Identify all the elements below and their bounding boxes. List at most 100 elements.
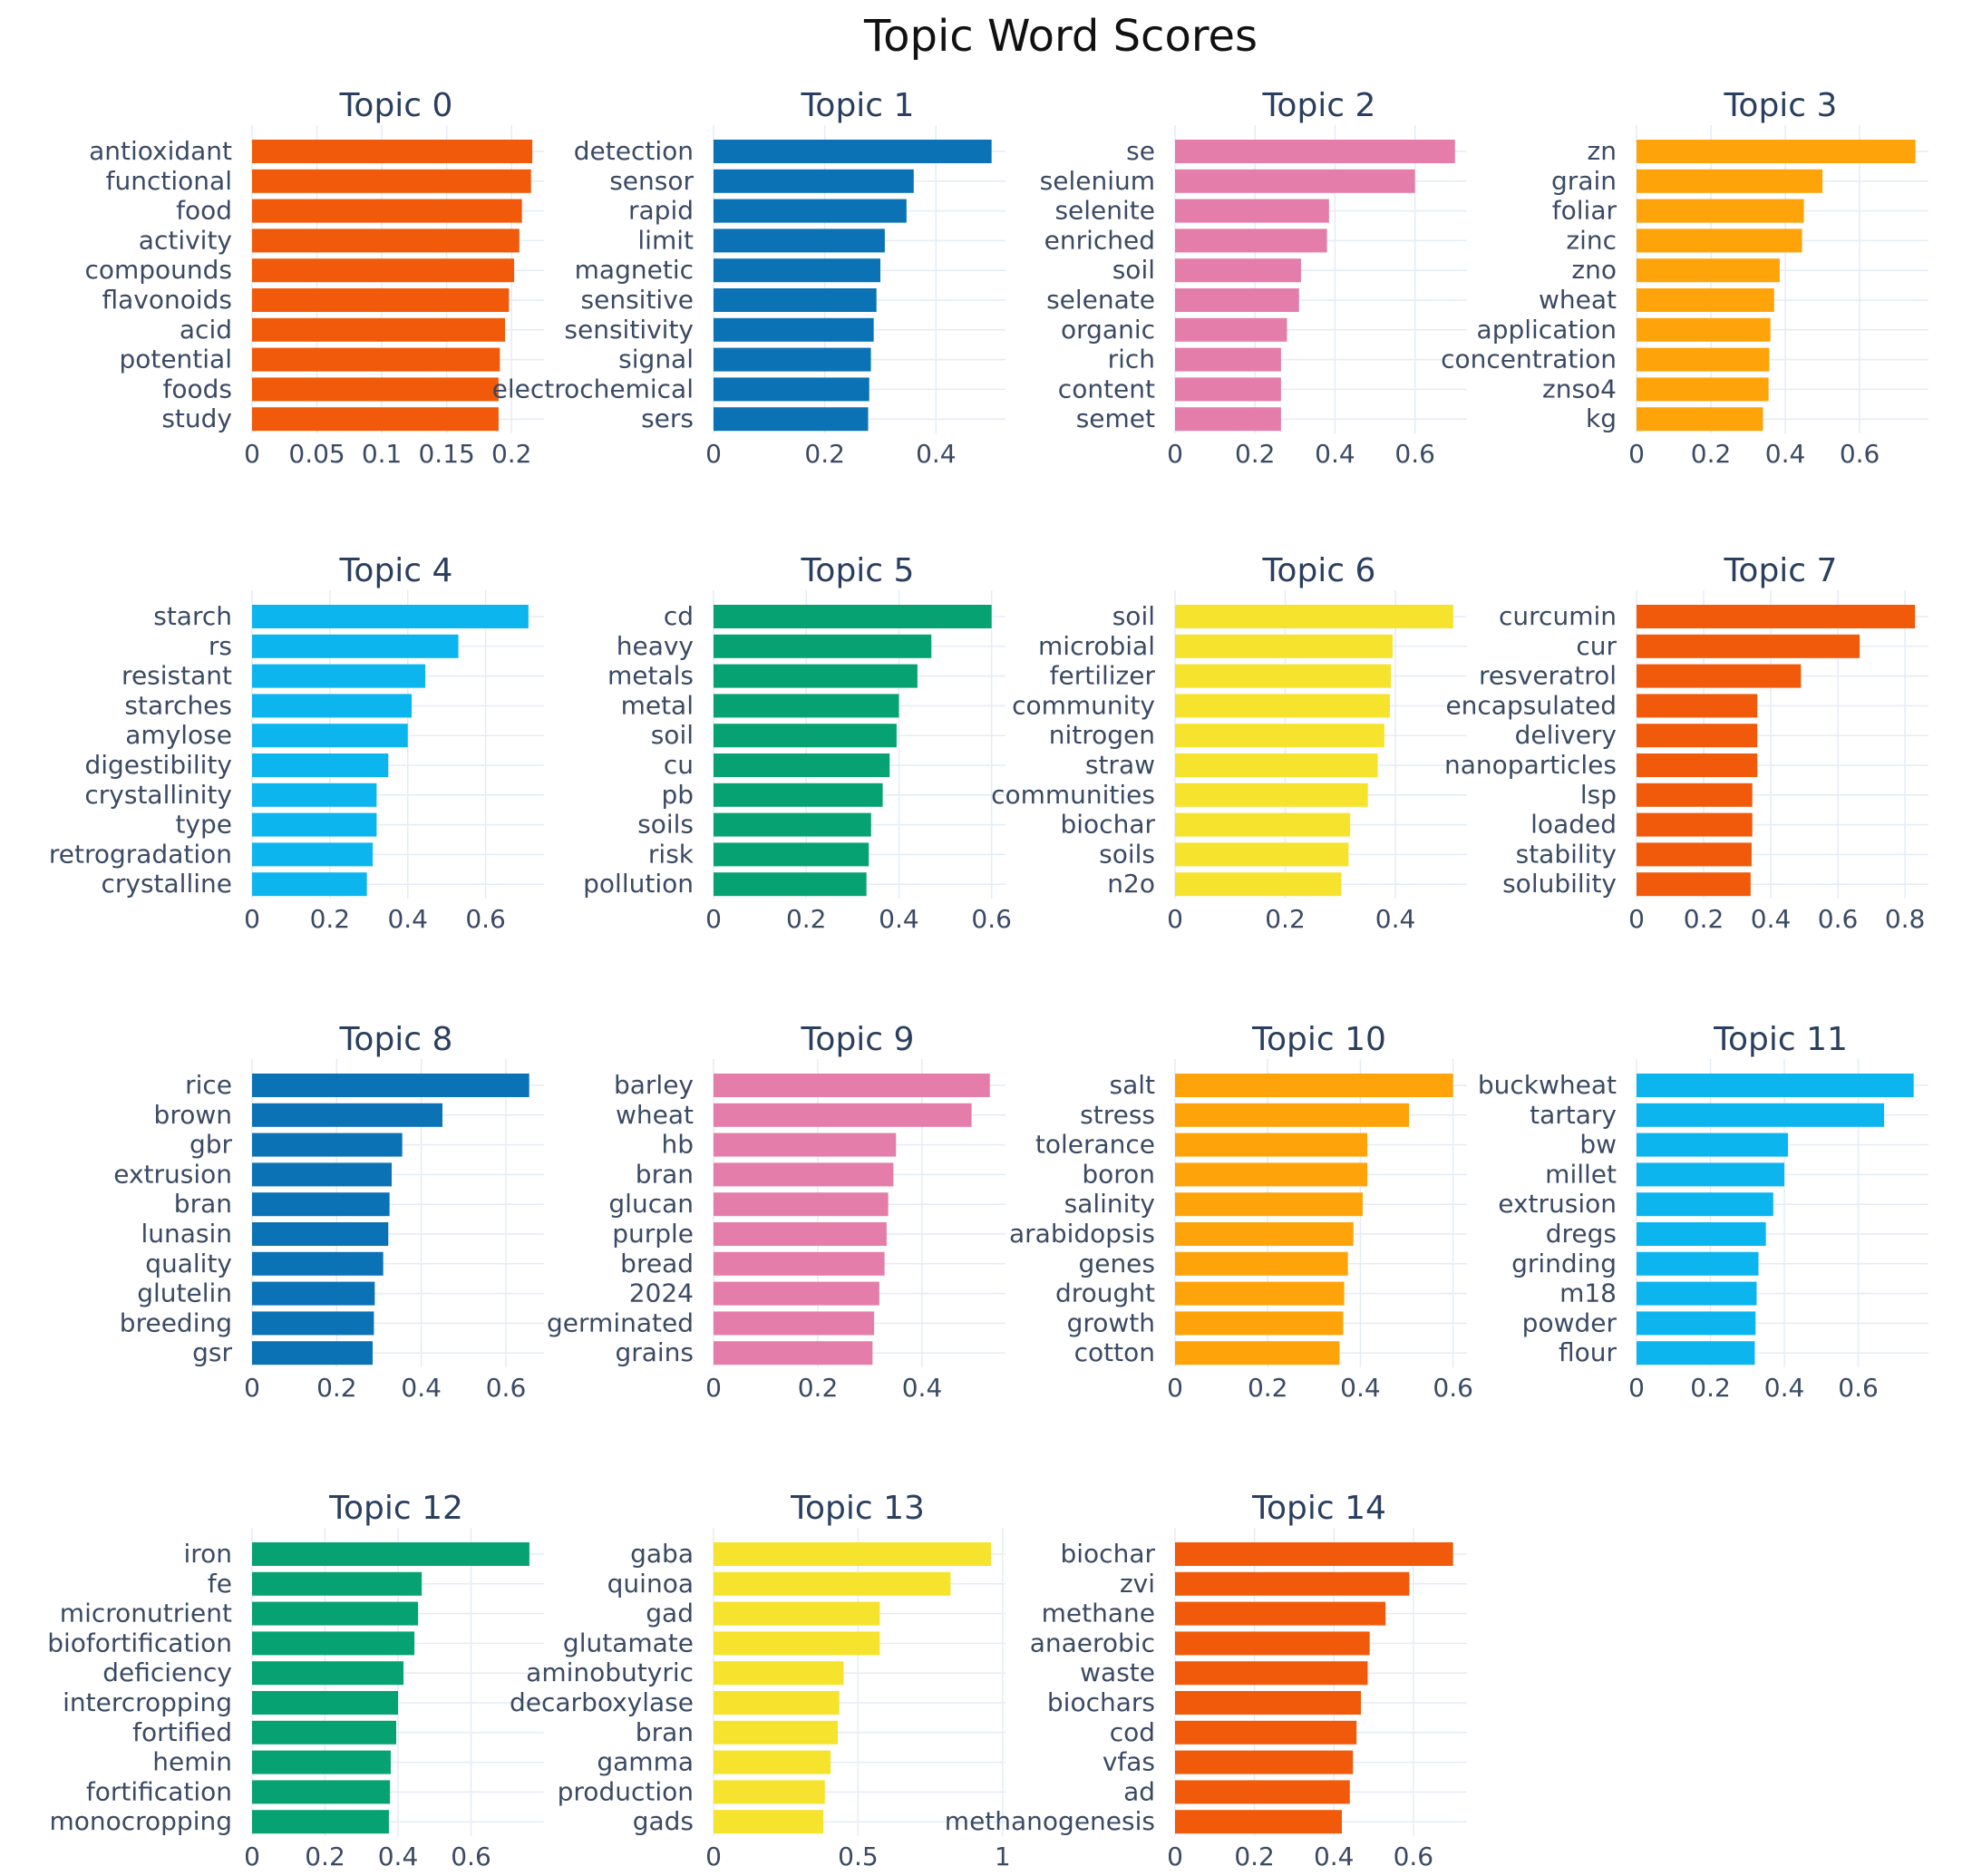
category-label: dregs bbox=[1546, 1219, 1617, 1249]
x-tick-label: 0.2 bbox=[310, 904, 351, 934]
bar bbox=[714, 753, 890, 777]
category-label: gad bbox=[646, 1599, 694, 1628]
bar bbox=[714, 317, 874, 342]
bar bbox=[1637, 347, 1770, 372]
category-label: gsr bbox=[192, 1337, 232, 1367]
topic-panel: Topic 0 0 0.05 0.1 0.15 0.2 antioxidantfunctio… bbox=[84, 87, 544, 469]
topic-panel: Topic 5 0 0.2 0.4 0.6 cdheavymetalsmetalsoilc… bbox=[583, 552, 1012, 934]
bar bbox=[1175, 317, 1287, 342]
bar bbox=[1637, 407, 1763, 432]
bar bbox=[1175, 1661, 1368, 1686]
bar bbox=[1175, 1750, 1354, 1774]
category-label: bran bbox=[636, 1159, 694, 1189]
bar bbox=[252, 812, 377, 837]
category-label: gaba bbox=[630, 1539, 694, 1569]
category-label: magnetic bbox=[575, 255, 694, 285]
category-label: acid bbox=[180, 315, 232, 345]
x-tick-label: 0.4 bbox=[1315, 439, 1355, 469]
bar bbox=[1175, 1691, 1362, 1715]
bar bbox=[1637, 782, 1753, 807]
bar bbox=[1175, 347, 1281, 372]
category-label: community bbox=[1012, 690, 1155, 720]
bar bbox=[1637, 724, 1758, 748]
x-tick-label: 0.05 bbox=[288, 439, 345, 469]
bar bbox=[1175, 1132, 1368, 1157]
category-label: zno bbox=[1571, 255, 1617, 285]
topic-panel: Topic 9 0 0.2 0.4 barleywheathbbranglucanpur… bbox=[547, 1021, 1005, 1403]
category-label: glutelin bbox=[137, 1278, 232, 1308]
bar bbox=[252, 1103, 442, 1127]
x-tick-label: 0 bbox=[705, 439, 722, 469]
figure-title: Topic Word Scores bbox=[863, 11, 1258, 62]
category-label: antioxidant bbox=[89, 136, 232, 166]
category-label: pollution bbox=[583, 869, 694, 899]
bar bbox=[252, 1542, 529, 1566]
bar bbox=[714, 1281, 879, 1306]
bar bbox=[1175, 169, 1415, 193]
category-label: waste bbox=[1080, 1657, 1155, 1687]
bar bbox=[714, 199, 907, 223]
category-label: n2o bbox=[1107, 869, 1155, 899]
category-label: tartary bbox=[1530, 1100, 1617, 1130]
bar bbox=[714, 1542, 992, 1566]
bar bbox=[1637, 842, 1752, 867]
x-tick-label: 0.2 bbox=[316, 1373, 357, 1403]
panel-title: Topic 14 bbox=[1251, 1490, 1386, 1527]
bar bbox=[1175, 1281, 1345, 1306]
category-label: signal bbox=[618, 345, 694, 374]
bar bbox=[714, 1074, 990, 1097]
category-label: intercropping bbox=[63, 1687, 232, 1717]
category-label: cur bbox=[1576, 631, 1617, 661]
bar bbox=[252, 407, 499, 432]
category-label: vfas bbox=[1103, 1747, 1155, 1777]
bar bbox=[1175, 634, 1393, 658]
bar bbox=[252, 724, 408, 748]
bar bbox=[1637, 140, 1916, 163]
category-label: cotton bbox=[1074, 1337, 1155, 1367]
category-label: gamma bbox=[597, 1747, 694, 1777]
subplot-grid: Topic 0 0 0.05 0.1 0.15 0.2 antioxidantfunctio… bbox=[47, 87, 1928, 1871]
category-label: soil bbox=[1112, 255, 1155, 285]
bar bbox=[1175, 1720, 1357, 1745]
bar bbox=[252, 1281, 375, 1306]
bar bbox=[252, 1162, 392, 1187]
x-tick-label: 0 bbox=[244, 904, 260, 934]
category-label: flavonoids bbox=[102, 285, 232, 315]
x-tick-label: 0.6 bbox=[1394, 439, 1435, 469]
category-label: brown bbox=[154, 1100, 232, 1130]
category-label: millet bbox=[1545, 1159, 1617, 1189]
bar bbox=[714, 842, 869, 867]
category-label: communities bbox=[991, 780, 1155, 810]
x-tick-label: 0 bbox=[705, 1842, 722, 1871]
x-tick-label: 0.6 bbox=[486, 1373, 527, 1403]
bar bbox=[1637, 1103, 1885, 1127]
x-tick-label: 0.4 bbox=[1314, 1842, 1355, 1871]
panel-title: Topic 5 bbox=[801, 552, 915, 589]
bar bbox=[1637, 872, 1751, 897]
topic-panel: Topic 80 0.2 0.4 0.6ricebrowngbrextrusionbr… bbox=[113, 1021, 544, 1403]
x-tick-label: 0.4 bbox=[902, 1373, 943, 1403]
bar bbox=[1175, 1222, 1354, 1246]
category-label: risk bbox=[648, 839, 695, 869]
topic-panel: Topic 2 0 0.2 0.4 0.6 seseleniumseleniteenric… bbox=[1040, 87, 1467, 469]
bar bbox=[1637, 1281, 1757, 1306]
x-tick-label: 0 bbox=[1628, 1373, 1645, 1403]
x-tick-label: 0.6 bbox=[1840, 439, 1880, 469]
category-label: cu bbox=[664, 750, 694, 780]
bar bbox=[252, 664, 426, 688]
topic-panel: Topic 11 0 0.2 0.4 0.6 buckwheattartarybwmill… bbox=[1478, 1021, 1928, 1403]
bar bbox=[252, 1311, 374, 1336]
category-label: organic bbox=[1061, 315, 1155, 345]
bar bbox=[714, 664, 918, 688]
x-tick-label: 0.5 bbox=[838, 1842, 879, 1871]
bar bbox=[714, 1162, 894, 1187]
category-label: type bbox=[175, 810, 232, 840]
x-tick-label: 0.2 bbox=[786, 904, 827, 934]
bar bbox=[1637, 377, 1769, 402]
category-label: hemin bbox=[152, 1747, 232, 1777]
bar bbox=[1175, 782, 1368, 807]
bar bbox=[1637, 634, 1860, 658]
bar bbox=[1175, 1810, 1342, 1834]
bar bbox=[714, 347, 871, 372]
bar bbox=[714, 605, 992, 628]
